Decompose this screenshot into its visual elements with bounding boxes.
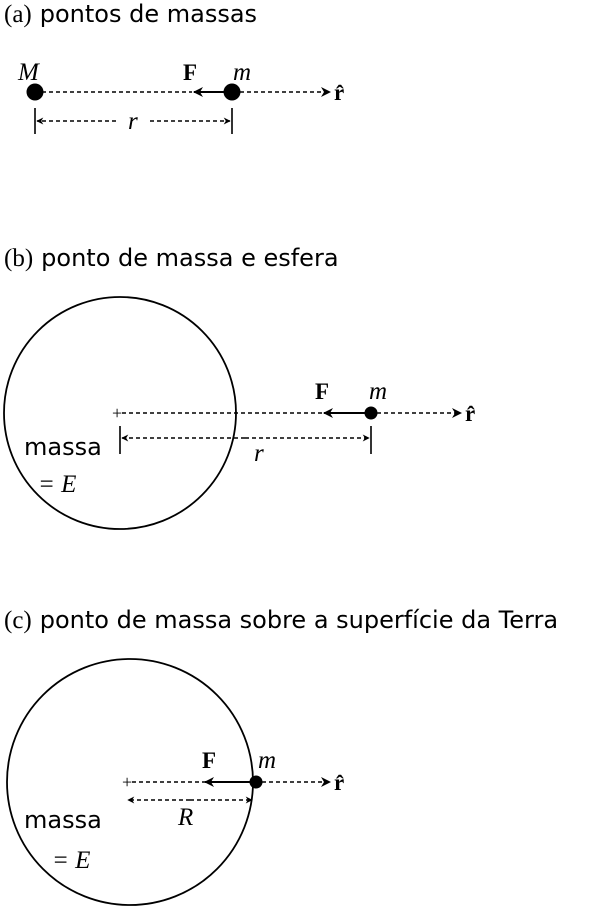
panel-c-label: (c) [4,607,32,634]
panel-a-heading: (a) pontos de massas [4,0,257,28]
panel-c-distance-label: R [177,804,193,831]
panel-c-force-label: F [202,748,216,773]
panel-c-heading: (c) ponto de massa sobre a superfície da… [4,606,558,634]
panel-a-label: (a) [4,1,32,28]
panel-c-center-mark: + [122,772,132,792]
panel-c-unit-vector-label: r̂ [334,770,344,795]
panel-b-title: ponto de massa e esfera [41,244,338,272]
panel-b-label: (b) [4,245,33,272]
panel-c-sphere-text: massa [24,806,102,834]
panel-a-force-label: F [183,60,197,85]
panel-a: (a) pontos de massas M F m r̂ r [4,0,344,135]
panel-a-distance-label: r [128,108,138,135]
panel-b-distance-label: r [254,440,264,467]
panel-c-mass-m-dot [249,775,263,789]
panel-b-force-label: F [315,379,329,404]
panel-b-sphere-text: massa [24,433,102,461]
panel-a-title: pontos de massas [40,0,257,28]
panel-c-title: ponto de massa sobre a superfície da Ter… [40,606,558,634]
panel-c: (c) ponto de massa sobre a superfície da… [4,606,558,906]
panel-a-mass-m-dot [223,83,241,101]
panel-c-mass-m-label: m [258,747,276,774]
panel-a-unit-vector-label: r̂ [334,80,344,105]
panel-b-mass-m-label: m [369,378,387,405]
panel-b-mass-m-dot [364,406,378,420]
panel-b-sphere-value: = E [38,471,76,498]
panel-b-heading: (b) ponto de massa e esfera [4,244,339,272]
panel-a-mass-m-label: m [233,59,251,86]
panel-a-mass-M-dot [26,83,44,101]
panel-c-sphere-value: = E [52,847,90,874]
panel-a-mass-M-label: M [17,59,40,86]
panel-b: (b) ponto de massa e esfera + massa = E … [3,244,475,530]
panel-b-center-mark: + [112,403,122,423]
panel-b-unit-vector-label: r̂ [465,401,475,426]
